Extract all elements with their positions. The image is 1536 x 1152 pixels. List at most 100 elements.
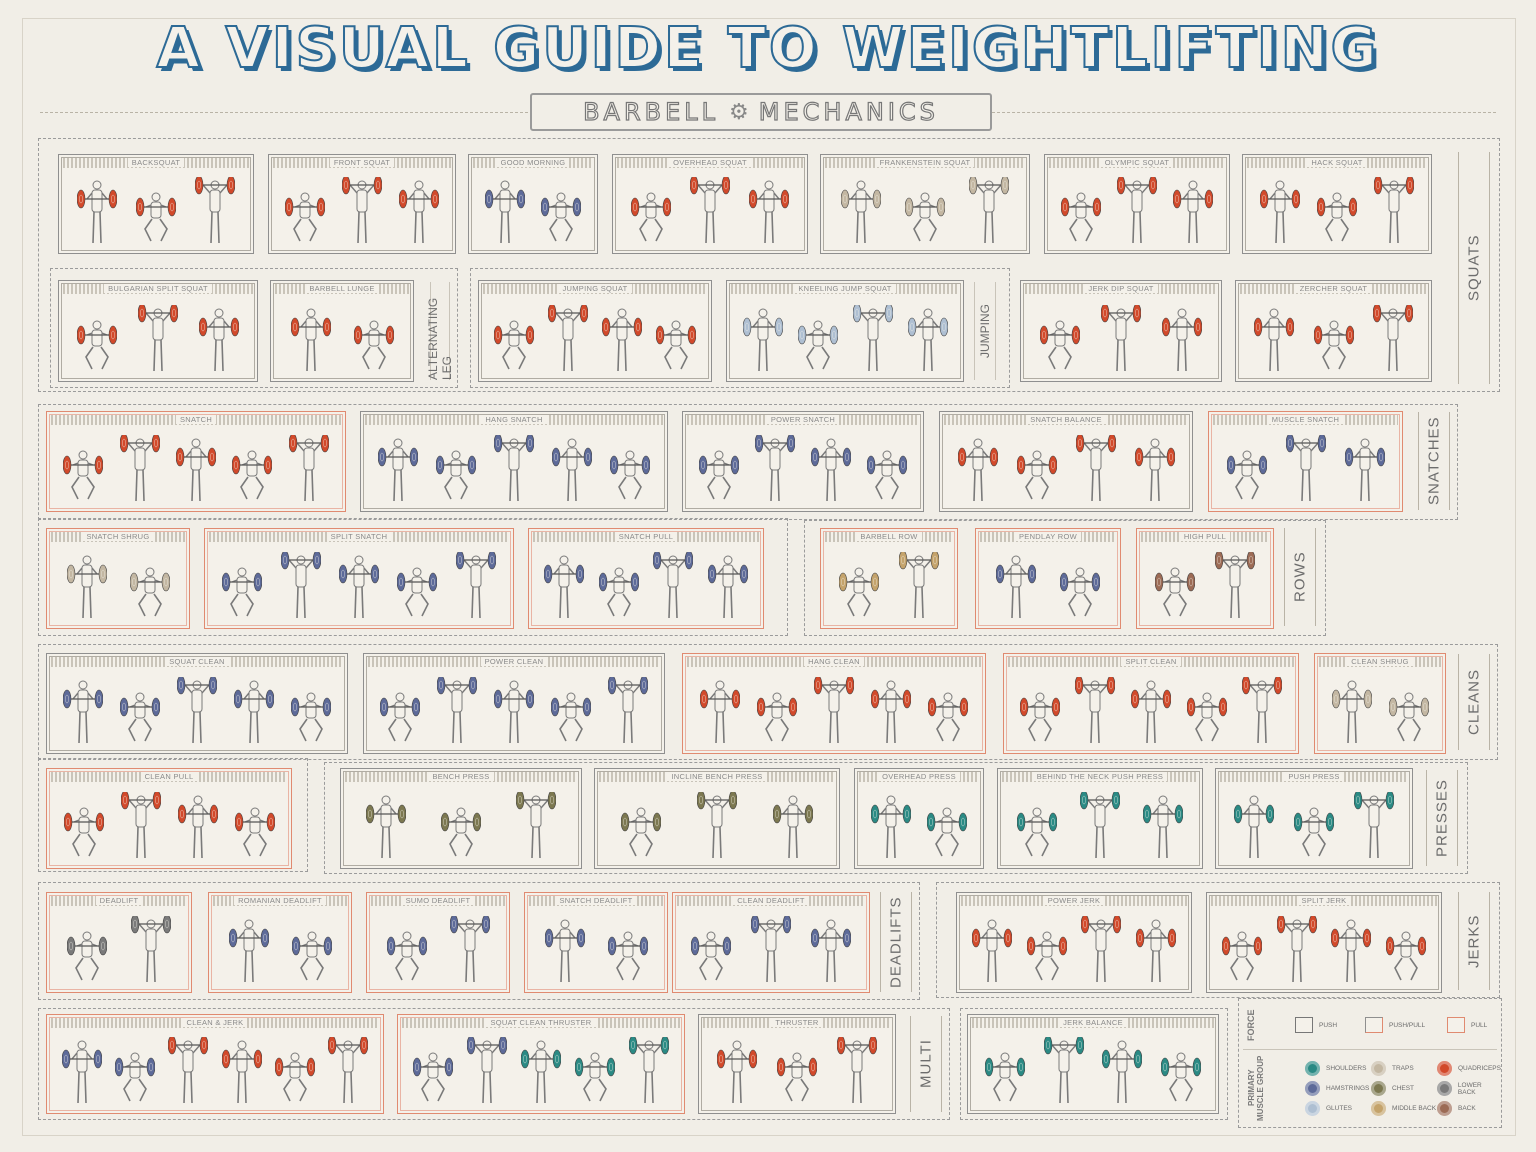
exercise-label: SNATCH DEADLIFT (555, 896, 637, 905)
legend-muscle-label: GLUTES (1326, 1105, 1353, 1112)
legend-muscle-title: PRIMARY MUSCLE GROUP (1247, 1055, 1265, 1121)
section-label-jerks: JERKS (1458, 892, 1490, 990)
glutes-figure (742, 308, 783, 372)
quadriceps-figure (198, 308, 239, 372)
hamstrings-figure (339, 555, 379, 619)
section-label-cleans: CLEANS (1458, 654, 1490, 750)
chest-figure (773, 795, 813, 859)
exercise-label: ROMANIAN DEADLIFT (234, 896, 326, 905)
quadriceps-figure (837, 1037, 877, 1104)
hamstrings-figure (550, 692, 591, 742)
exercise-label: INCLINE BENCH PRESS (667, 772, 767, 781)
exercise-label: BARBELL LUNGE (305, 284, 379, 293)
quadriceps-figure (1117, 177, 1157, 244)
quadriceps-figure (1101, 305, 1141, 372)
middle-back-swatch (1371, 1101, 1386, 1116)
legend-divider (1243, 1049, 1497, 1050)
chest-figure (515, 792, 556, 859)
exercise-card: CLEAN & JERK (46, 1014, 384, 1114)
poster-frame (22, 18, 1516, 1136)
exercise-label: SPLIT JERK (1297, 896, 1351, 905)
chest-figure (697, 792, 737, 859)
exercise-card: CLEAN PULL (46, 768, 292, 869)
group-jumping (470, 268, 1010, 388)
exercise-card: GOOD MORNING (468, 154, 598, 254)
lower-back-figure (67, 931, 107, 981)
hamstrings-figure (607, 931, 648, 981)
quadriceps-figure (138, 305, 178, 372)
exercise-label-bar: HANG CLEAN (687, 657, 981, 667)
traps-figure (1388, 692, 1429, 742)
section-label-multi: MULTI (910, 1016, 942, 1112)
exercise-card: SNATCH BALANCE (939, 411, 1193, 512)
exercise-label: SNATCH BALANCE (1026, 415, 1106, 424)
quadriceps-swatch (1437, 1061, 1452, 1076)
exercise-label-bar: SNATCH PULL (533, 532, 759, 542)
exercise-label: CLEAN PULL (140, 772, 198, 781)
hamstrings-figure (61, 1040, 102, 1104)
back-figure (1155, 567, 1195, 617)
exercise-label: PUSH PRESS (1284, 772, 1344, 781)
quadriceps-figure (1162, 308, 1203, 372)
hamstrings-figure (378, 438, 418, 502)
back-figure (1215, 552, 1255, 619)
traps-swatch (1371, 1061, 1386, 1076)
hamstrings-figure (222, 567, 263, 617)
exercise-label-bar: SUMO DEADLIFT (371, 896, 505, 906)
exercise-label-bar: CLEAN & JERK (51, 1018, 379, 1028)
legend-force-item: PUSH/PULL (1365, 1017, 1425, 1033)
glutes-figure (907, 308, 948, 372)
quadriceps-figure (972, 919, 1013, 983)
exercise-label-bar: BULGARIAN SPLIT SQUAT (63, 284, 253, 294)
quadriceps-figure (699, 680, 740, 744)
hamstrings-figure (63, 680, 104, 744)
group-deadlifts (38, 882, 920, 1000)
quadriceps-figure (1016, 450, 1057, 500)
exercise-label: HANG CLEAN (804, 657, 864, 666)
group-rows (804, 520, 1326, 636)
exercise-label: SQUAT CLEAN THRUSTER (486, 1018, 596, 1027)
exercise-label-bar: SNATCH (51, 415, 341, 425)
legend-muscle-label: CHEST (1392, 1085, 1415, 1092)
chest-figure (621, 807, 661, 857)
exercise-label-bar: POWER SNATCH (687, 415, 919, 425)
quadriceps-figure (234, 807, 275, 857)
exercise-label: SQUAT CLEAN (165, 657, 229, 666)
force-swatch (1295, 1017, 1313, 1033)
exercise-card: SQUAT CLEAN (46, 653, 348, 754)
quadriceps-figure (1075, 435, 1116, 502)
quadriceps-figure (690, 177, 730, 244)
exercise-label-bar: JERK BALANCE (972, 1018, 1214, 1028)
group-alternating-leg (50, 268, 458, 388)
quadriceps-figure (749, 180, 790, 244)
legend-muscle-label: MIDDLE BACK (1392, 1105, 1437, 1112)
exercise-label-bar: THRUSTER (703, 1018, 891, 1028)
quadriceps-figure (77, 320, 118, 370)
quadriceps-figure (136, 192, 176, 242)
exercise-label: CLEAN DEADLIFT (733, 896, 809, 905)
group-multi (38, 1008, 950, 1120)
quadriceps-figure (195, 177, 236, 244)
glutes-swatch (1305, 1101, 1320, 1116)
quadriceps-figure (1019, 692, 1060, 742)
section-label-rows: ROWS (1284, 528, 1316, 626)
exercise-card: FRANKENSTEIN SQUAT (820, 154, 1030, 254)
legend-muscle-label: BACK (1458, 1105, 1476, 1112)
hamstrings-figure (494, 680, 534, 744)
quadriceps-figure (1061, 192, 1101, 242)
gear-icon: ⚙ (729, 99, 749, 124)
quadriceps-figure (1331, 919, 1372, 983)
exercise-label-bar: SPLIT CLEAN (1008, 657, 1294, 667)
hamstrings-figure (228, 919, 269, 983)
hamstrings-figure (494, 435, 534, 502)
quadriceps-figure (756, 692, 797, 742)
exercise-label-bar: SQUAT CLEAN (51, 657, 343, 667)
quadriceps-figure (63, 450, 104, 500)
exercise-label-bar: DEADLIFT (51, 896, 187, 906)
exercise-label-bar: PUSH PRESS (1220, 772, 1408, 782)
exercise-label-bar: INCLINE BENCH PRESS (599, 772, 835, 782)
quadriceps-figure (177, 795, 218, 859)
exercise-card: SPLIT CLEAN (1003, 653, 1299, 754)
exercise-label-bar: ZERCHER SQUAT (1240, 284, 1427, 294)
exercise-label-bar: HIGH PULL (1141, 532, 1269, 542)
